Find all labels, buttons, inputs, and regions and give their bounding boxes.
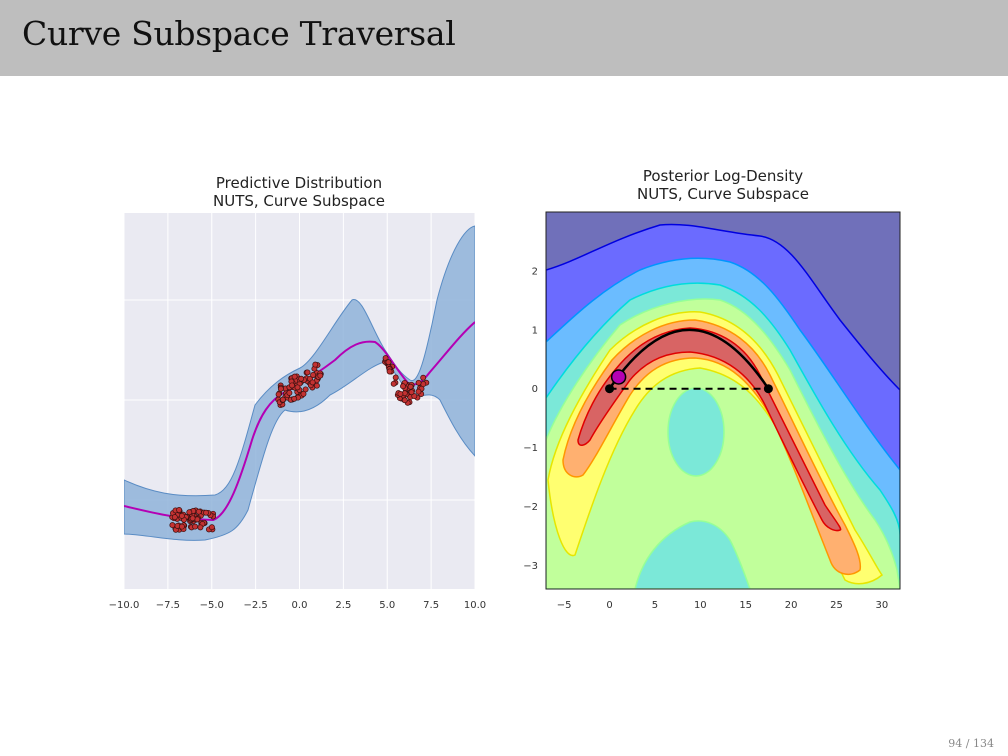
right-x-tick-label: 20: [785, 600, 798, 611]
right-y-tick-label: −1: [523, 443, 538, 454]
observation-point: [289, 382, 295, 389]
observation-point: [415, 388, 422, 395]
observation-point: [310, 372, 317, 378]
observation-point: [178, 523, 185, 530]
right-x-tick-label: 10: [694, 600, 707, 611]
right-y-tick-label: −2: [523, 502, 538, 513]
right-x-tick-label: −5: [557, 600, 572, 611]
right-x-tick-label: 25: [830, 600, 843, 611]
observation-point: [298, 375, 305, 382]
left-x-tick-label: −5.0: [200, 600, 224, 611]
observation-point: [277, 385, 284, 392]
observation-point: [286, 389, 293, 396]
observation-point: [420, 374, 427, 381]
observation-point: [275, 391, 282, 398]
observation-point: [390, 380, 397, 387]
right-chart-subtitle: NUTS, Curve Subspace: [637, 185, 809, 203]
left-chart-title: Predictive Distribution: [215, 174, 383, 192]
observation-point: [171, 514, 178, 521]
observation-point: [407, 383, 414, 390]
observation-point: [312, 361, 319, 368]
observation-point: [279, 396, 286, 403]
right-chart-title: Posterior Log-Density: [642, 167, 804, 185]
left-x-ticks: −10.0 −7.5 −5.0 −2.5 0.0 2.5 5.0 7.5 10.0: [109, 600, 486, 611]
observation-point: [194, 516, 201, 523]
left-x-tick-label: 5.0: [379, 600, 395, 611]
observation-point: [192, 523, 199, 530]
observation-point: [176, 507, 183, 513]
observation-point: [291, 373, 298, 380]
contour-island-upper: [667, 387, 725, 477]
right-x-tick-label: 0: [606, 600, 612, 611]
observation-point: [415, 379, 422, 386]
contour-level-7: [562, 319, 862, 576]
right-y-tick-label: 0: [532, 384, 538, 395]
contour-island-lower: [634, 520, 751, 589]
observation-point: [189, 515, 196, 522]
right-x-tick-label: 5: [652, 600, 658, 611]
page-number: 94 / 134: [948, 737, 994, 750]
left-x-tick-label: −7.5: [156, 600, 180, 611]
right-y-tick-label: −3: [523, 561, 538, 572]
left-x-tick-label: −10.0: [109, 600, 140, 611]
contour-level-8: [577, 327, 842, 532]
predictive-distribution-chart: −10.0 −7.5 −5.0 −2.5 0.0 2.5 5.0 7.5 10.0: [109, 213, 486, 611]
observation-point: [401, 397, 408, 404]
right-plot-frame: [545, 211, 901, 590]
left-x-tick-label: 7.5: [423, 600, 439, 611]
observation-point: [397, 390, 404, 397]
observation-point: [400, 383, 406, 390]
observation-point: [408, 389, 415, 396]
left-x-tick-label: 2.5: [335, 600, 351, 611]
observation-point: [300, 390, 307, 397]
left-x-tick-label: −2.5: [243, 600, 267, 611]
observation-point: [385, 359, 392, 366]
right-chart-titles: Posterior Log-Density NUTS, Curve Subspa…: [546, 167, 900, 203]
observation-point: [294, 384, 301, 391]
curve-endpoint-start: [605, 384, 615, 394]
left-chart-subtitle: NUTS, Curve Subspace: [213, 192, 385, 210]
left-chart-titles: Predictive Distribution NUTS, Curve Subs…: [124, 174, 474, 210]
observation-point: [195, 508, 202, 515]
observation-point: [386, 368, 393, 375]
observation-point: [186, 509, 193, 516]
slide-title-bar: Curve Subspace Traversal: [0, 0, 1008, 76]
curve-subspace-arc: [608, 328, 770, 390]
right-x-tick-label: 30: [875, 600, 888, 611]
right-y-ticks: 2 1 0 −1 −2 −3: [523, 266, 538, 572]
observation-point: [411, 393, 418, 400]
right-y-tick-label: 2: [532, 266, 538, 277]
left-x-tick-label: 10.0: [464, 600, 486, 611]
observation-point: [178, 512, 185, 519]
current-sample-marker: [610, 369, 627, 385]
observation-point: [208, 524, 215, 531]
right-x-tick-label: 15: [739, 600, 752, 611]
observation-point: [317, 372, 324, 379]
observation-point: [291, 395, 298, 402]
posterior-log-density-chart: −5 0 5 10 15 20 25 30 210−1−2−3: [523, 211, 901, 611]
slide-title: Curve Subspace Traversal: [22, 14, 456, 53]
curve-endpoint-end: [763, 384, 773, 394]
observation-point: [197, 524, 204, 531]
right-x-ticks: −5 0 5 10 15 20 25 30: [557, 600, 888, 611]
left-x-tick-label: 0.0: [292, 600, 308, 611]
observation-point: [203, 509, 209, 516]
observation-point: [304, 369, 311, 376]
observation-point: [313, 382, 320, 389]
observation-points: [169, 355, 430, 533]
observation-point: [169, 522, 176, 529]
observation-point: [392, 374, 399, 381]
right-y-tick-label: 1: [532, 325, 538, 336]
observation-point: [309, 379, 316, 386]
